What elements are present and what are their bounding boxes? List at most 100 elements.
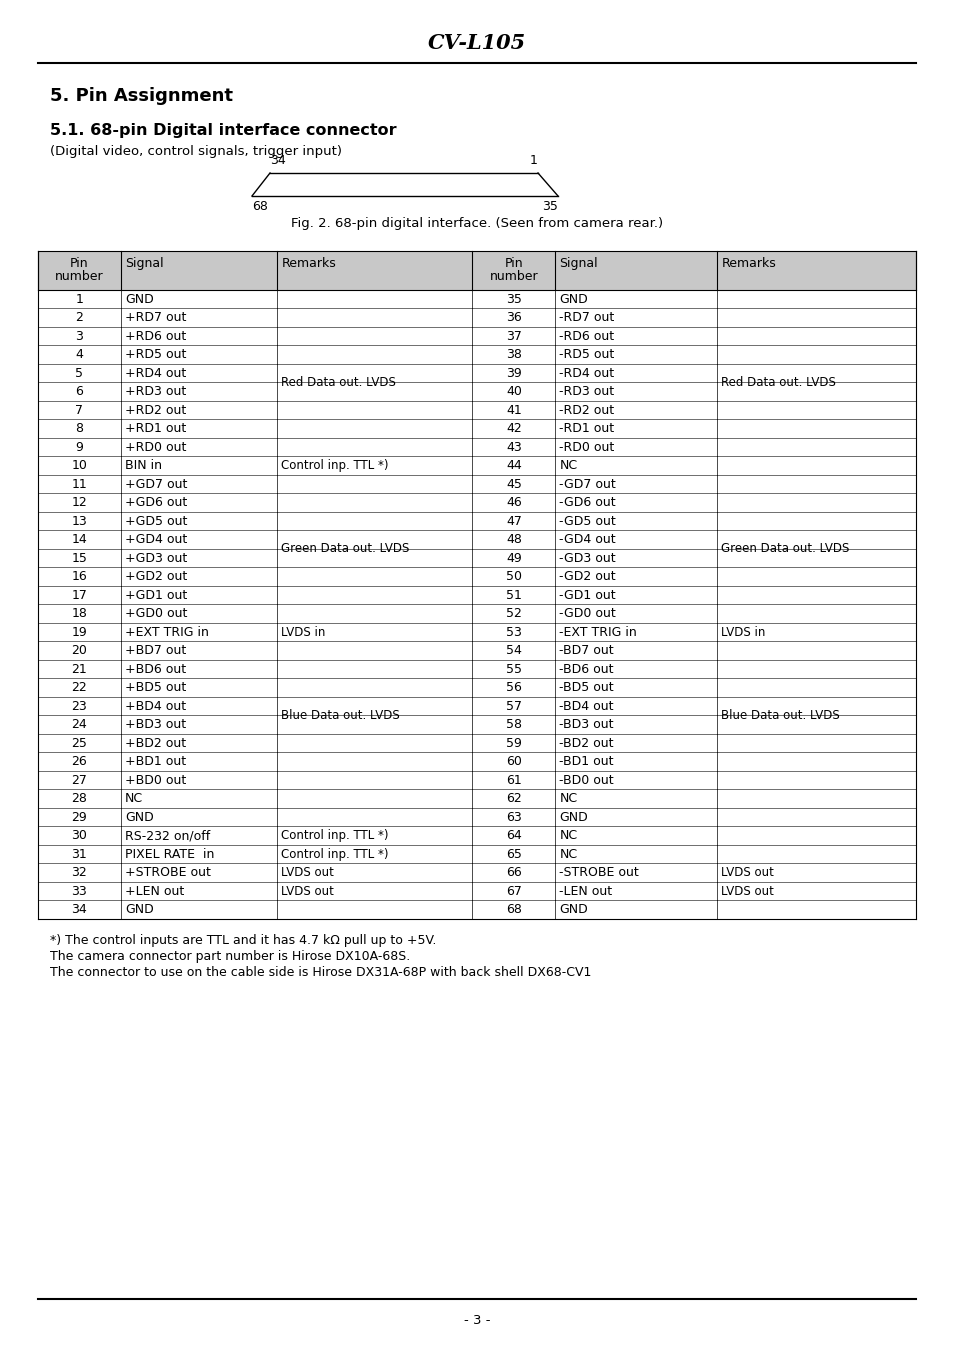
Text: +RD5 out: +RD5 out (125, 349, 186, 361)
Text: -RD5 out: -RD5 out (558, 349, 614, 361)
Text: 20: 20 (71, 644, 88, 657)
Text: +STROBE out: +STROBE out (125, 866, 211, 880)
Text: Remarks: Remarks (720, 258, 776, 270)
Text: Control inp. TTL *): Control inp. TTL *) (281, 847, 389, 861)
Text: Signal: Signal (125, 258, 163, 270)
Text: 35: 35 (541, 200, 558, 213)
Text: +RD6 out: +RD6 out (125, 330, 186, 343)
Text: -RD0 out: -RD0 out (558, 440, 614, 454)
Text: 37: 37 (505, 330, 521, 343)
Text: +RD1 out: +RD1 out (125, 422, 186, 435)
Text: 47: 47 (505, 515, 521, 528)
Text: 67: 67 (505, 885, 521, 897)
Text: 56: 56 (505, 681, 521, 694)
Text: GND: GND (125, 293, 153, 305)
Text: -RD4 out: -RD4 out (558, 366, 614, 380)
Text: LVDS out: LVDS out (720, 885, 774, 897)
Text: 30: 30 (71, 830, 88, 842)
Text: *) The control inputs are TTL and it has 4.7 kΩ pull up to +5V.: *) The control inputs are TTL and it has… (50, 934, 436, 947)
Text: +LEN out: +LEN out (125, 885, 184, 897)
Text: Pin: Pin (504, 258, 522, 270)
Text: 4: 4 (75, 349, 83, 361)
Text: 53: 53 (505, 626, 521, 639)
Text: 19: 19 (71, 626, 87, 639)
Text: 26: 26 (71, 755, 87, 769)
Text: 25: 25 (71, 736, 88, 750)
Text: Green Data out. LVDS: Green Data out. LVDS (281, 542, 409, 555)
Text: +BD7 out: +BD7 out (125, 644, 186, 657)
Text: -RD7 out: -RD7 out (558, 311, 614, 324)
Text: +GD7 out: +GD7 out (125, 478, 187, 490)
Text: - 3 -: - 3 - (463, 1315, 490, 1328)
Text: -BD4 out: -BD4 out (558, 700, 613, 712)
Text: 35: 35 (505, 293, 521, 305)
Text: 64: 64 (505, 830, 521, 842)
Text: 40: 40 (505, 385, 521, 399)
Text: -EXT TRIG in: -EXT TRIG in (558, 626, 637, 639)
Text: 9: 9 (75, 440, 83, 454)
Text: RS-232 on/off: RS-232 on/off (125, 830, 210, 842)
Text: 54: 54 (505, 644, 521, 657)
Text: 48: 48 (505, 534, 521, 546)
Text: +GD0 out: +GD0 out (125, 607, 187, 620)
Text: +RD2 out: +RD2 out (125, 404, 186, 416)
Text: 68: 68 (252, 200, 268, 213)
Text: 45: 45 (505, 478, 521, 490)
Text: +BD1 out: +BD1 out (125, 755, 186, 769)
Text: -RD3 out: -RD3 out (558, 385, 614, 399)
Text: 21: 21 (71, 662, 87, 676)
Text: 49: 49 (505, 551, 521, 565)
Text: +GD3 out: +GD3 out (125, 551, 187, 565)
Text: +BD3 out: +BD3 out (125, 719, 186, 731)
Text: Green Data out. LVDS: Green Data out. LVDS (720, 542, 849, 555)
Text: +GD5 out: +GD5 out (125, 515, 187, 528)
Text: 8: 8 (75, 422, 83, 435)
Text: -BD1 out: -BD1 out (558, 755, 613, 769)
Text: 50: 50 (505, 570, 521, 584)
Text: -RD6 out: -RD6 out (558, 330, 614, 343)
Text: 12: 12 (71, 496, 87, 509)
Text: 44: 44 (505, 459, 521, 471)
Text: LVDS out: LVDS out (281, 866, 334, 880)
Text: 23: 23 (71, 700, 87, 712)
Text: NC: NC (558, 459, 577, 471)
Text: 34: 34 (270, 154, 286, 168)
Text: -BD7 out: -BD7 out (558, 644, 613, 657)
Text: 14: 14 (71, 534, 87, 546)
Text: 38: 38 (505, 349, 521, 361)
Text: 28: 28 (71, 792, 88, 805)
Text: Blue Data out. LVDS: Blue Data out. LVDS (281, 709, 399, 721)
Text: 62: 62 (505, 792, 521, 805)
Text: +GD2 out: +GD2 out (125, 570, 187, 584)
Text: (Digital video, control signals, trigger input): (Digital video, control signals, trigger… (50, 145, 341, 158)
Text: 39: 39 (505, 366, 521, 380)
Text: 16: 16 (71, 570, 87, 584)
Text: +RD3 out: +RD3 out (125, 385, 186, 399)
Text: 43: 43 (505, 440, 521, 454)
Text: 6: 6 (75, 385, 83, 399)
Text: LVDS in: LVDS in (281, 626, 325, 639)
Text: -GD5 out: -GD5 out (558, 515, 616, 528)
Text: The connector to use on the cable side is Hirose DX31A-68P with back shell DX68-: The connector to use on the cable side i… (50, 966, 591, 979)
Text: -BD5 out: -BD5 out (558, 681, 613, 694)
Text: 15: 15 (71, 551, 88, 565)
Text: +BD6 out: +BD6 out (125, 662, 186, 676)
Text: +RD7 out: +RD7 out (125, 311, 186, 324)
Text: 27: 27 (71, 774, 88, 786)
Text: Pin: Pin (70, 258, 89, 270)
Text: GND: GND (558, 902, 587, 916)
Text: +GD4 out: +GD4 out (125, 534, 187, 546)
Text: 3: 3 (75, 330, 83, 343)
Text: number: number (489, 270, 537, 284)
Text: 5: 5 (75, 366, 83, 380)
Text: -RD2 out: -RD2 out (558, 404, 614, 416)
Text: +BD0 out: +BD0 out (125, 774, 186, 786)
Text: +BD4 out: +BD4 out (125, 700, 186, 712)
Text: 61: 61 (505, 774, 521, 786)
Text: -GD0 out: -GD0 out (558, 607, 616, 620)
Text: 22: 22 (71, 681, 87, 694)
Text: 57: 57 (505, 700, 521, 712)
Text: +EXT TRIG in: +EXT TRIG in (125, 626, 209, 639)
Text: -GD1 out: -GD1 out (558, 589, 616, 601)
Text: 51: 51 (505, 589, 521, 601)
